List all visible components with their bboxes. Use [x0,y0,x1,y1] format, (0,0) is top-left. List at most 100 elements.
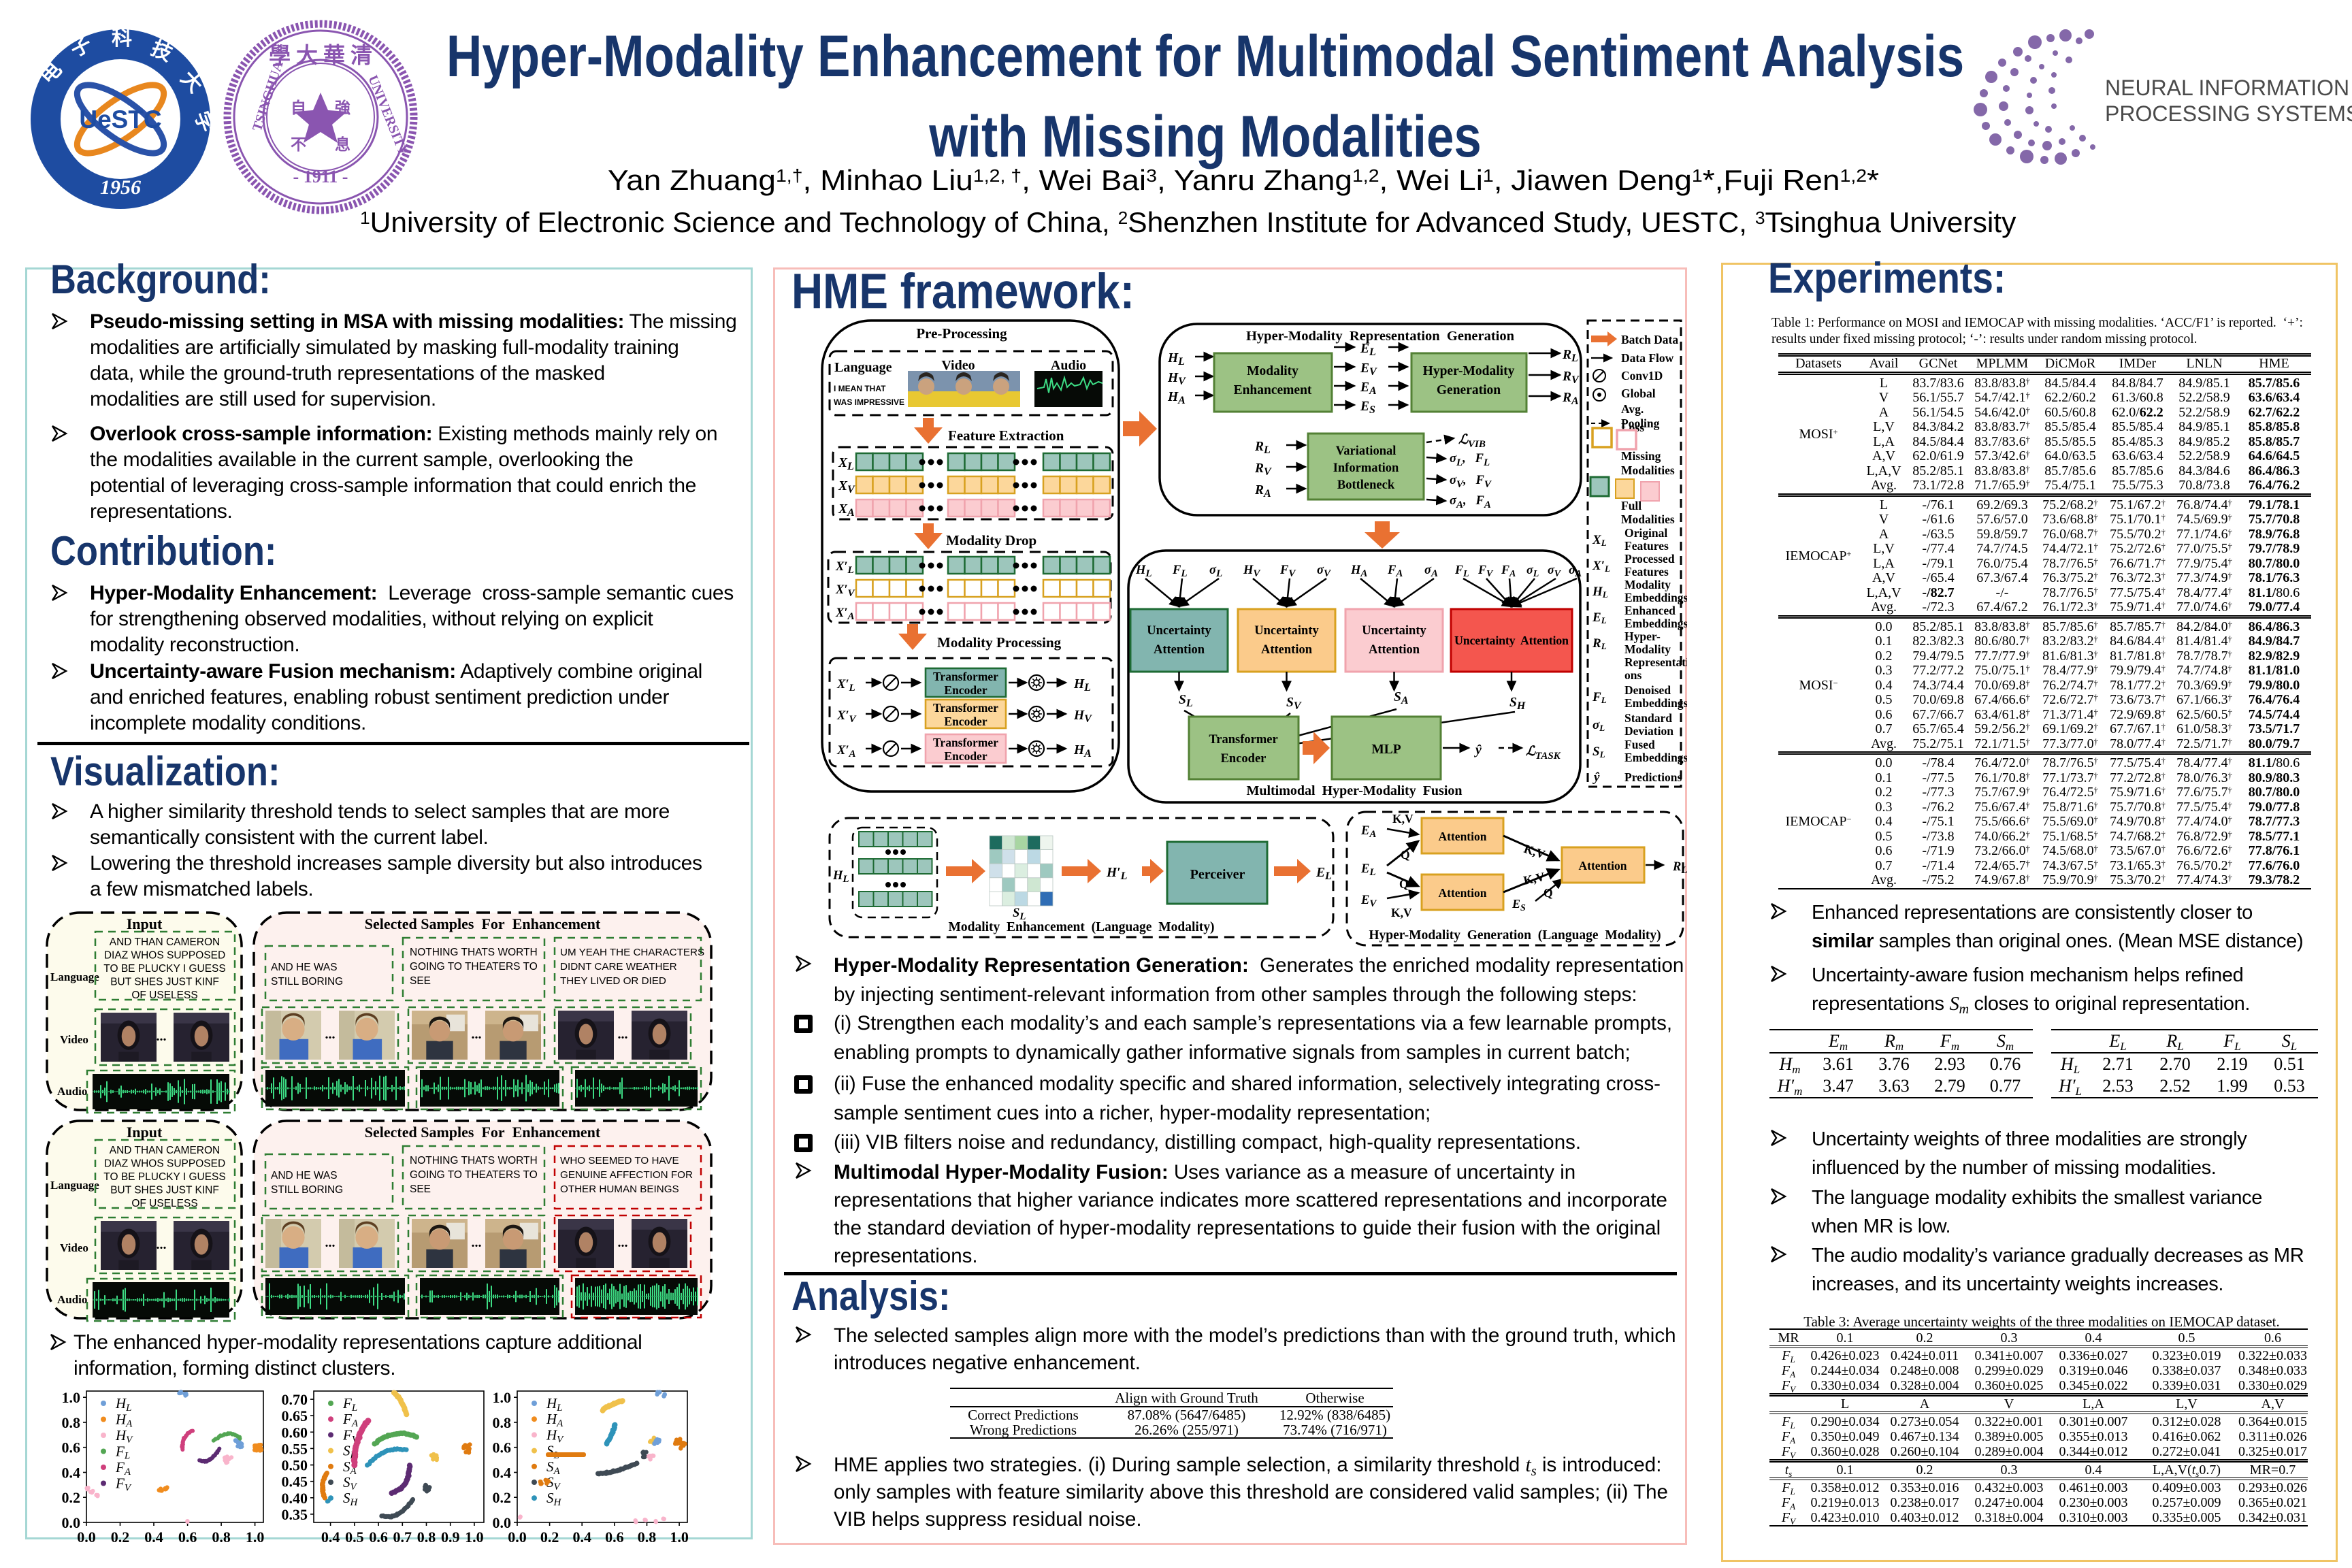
svg-text:ℒTASK: ℒTASK [1526,745,1561,762]
svg-text:Enhancement: Enhancement [1234,383,1312,397]
svg-text:SA: SA [1394,690,1409,706]
svg-text:Transformer: Transformer [933,701,998,715]
svg-text:0.2: 0.2 [540,1529,559,1546]
svg-text:Input: Input [127,1124,163,1141]
svg-text:OTHER HUMAN BEINGS: OTHER HUMAN BEINGS [560,1183,679,1195]
svg-text:SEE: SEE [410,975,431,987]
svg-text:...: ... [472,1027,482,1042]
svg-text:Perceiver: Perceiver [1190,867,1245,882]
svg-text:- 1911 -: - 1911 - [293,167,348,186]
svg-text:1.0: 1.0 [670,1529,689,1546]
svg-text:Encoder: Encoder [1221,752,1267,766]
svg-text:Attention: Attention [1439,886,1487,900]
svg-text:Uncertainty: Uncertainty [1254,624,1319,638]
svg-text:0.60: 0.60 [282,1424,308,1441]
svg-text:H′L: H′L [1106,866,1128,882]
svg-text:...: ... [325,1235,336,1250]
svg-text:...: ... [157,1237,167,1252]
svg-text:σA, FA: σA, FA [1450,494,1491,510]
svg-text:Information: Information [1333,461,1399,475]
svg-text:Enhanced: Enhanced [1624,604,1676,617]
svg-text:0.0: 0.0 [493,1514,512,1531]
svg-text:EV: EV [1360,361,1377,378]
svg-text:Deviation: Deviation [1624,724,1673,738]
svg-text:SL: SL [1592,745,1605,760]
svg-text:Modality: Modality [1247,364,1298,378]
svg-text:0.0: 0.0 [62,1514,81,1531]
svg-text:Attention: Attention [1439,830,1487,843]
svg-text:自: 自 [291,99,306,116]
svg-text:Avg.: Avg. [1621,402,1644,416]
svg-text:Embeddings: Embeddings [1624,751,1687,764]
svg-text:RV: RV [1562,370,1580,386]
svg-text:0.4: 0.4 [62,1464,81,1481]
svg-text:學 大 華 清: 學 大 華 清 [269,43,372,67]
svg-text:0.6: 0.6 [369,1529,388,1546]
svg-text:DIAZ WHOS SUPPOSED: DIAZ WHOS SUPPOSED [104,950,225,962]
svg-text:FV: FV [1477,563,1494,579]
svg-text:Hyper-Modality Representation: Hyper-Modality Representation Generation [1246,329,1515,344]
svg-text:Bottleneck: Bottleneck [1337,478,1395,492]
svg-text:0.8: 0.8 [417,1529,436,1546]
svg-text:0.6: 0.6 [178,1529,197,1546]
svg-text:XA: XA [838,502,855,519]
svg-text:X′V: X′V [836,709,858,725]
svg-text:0.6: 0.6 [493,1439,512,1456]
svg-text:1.0: 1.0 [62,1389,81,1406]
svg-text:ŷ: ŷ [1474,742,1482,757]
svg-text:Embeddings: Embeddings [1624,617,1687,630]
svg-text:Fused: Fused [1624,738,1655,751]
svg-text:STILL BORING: STILL BORING [271,976,343,987]
svg-text:X′L: X′L [835,560,854,576]
svg-text:Input: Input [127,915,163,932]
svg-text:XL: XL [838,456,854,472]
svg-text:0.65: 0.65 [282,1407,308,1424]
svg-text:Q: Q [1401,848,1410,862]
svg-text:ŷ: ŷ [1592,770,1600,785]
svg-text:0.8: 0.8 [62,1414,81,1431]
svg-text:AND HE WAS: AND HE WAS [271,1170,338,1181]
svg-text:RA: RA [1562,391,1579,407]
svg-text:FL: FL [1172,564,1188,579]
svg-text:Attention: Attention [1261,643,1313,657]
svg-text:0.4: 0.4 [144,1529,163,1546]
svg-text:K,V: K,V [1522,842,1547,862]
svg-text:Modality: Modality [1624,578,1671,591]
svg-text:X′A: X′A [836,744,856,760]
svg-text:Full: Full [1621,499,1642,512]
svg-text:BUT SHES JUST KINF: BUT SHES JUST KINF [110,977,219,988]
svg-text:X′A: X′A [835,606,855,622]
svg-text:RL: RL [1592,636,1607,651]
svg-text:Attention: Attention [1154,643,1205,657]
svg-text:Batch Data: Batch Data [1621,333,1678,346]
svg-text:...: ... [618,1235,628,1250]
svg-text:Pre-Processing: Pre-Processing [916,325,1007,342]
svg-text:0.6: 0.6 [62,1439,81,1456]
svg-text:HL: HL [1592,585,1608,600]
svg-text:PROCESSING SYSTEMS: PROCESSING SYSTEMS [2105,101,2352,126]
svg-text:σV: σV [1317,564,1332,579]
svg-text:0.4: 0.4 [493,1464,512,1481]
svg-text:Multimodal Hyper-Modality Fu: Multimodal Hyper-Modality Fusion [1246,783,1462,798]
svg-text:FV: FV [1279,564,1296,579]
svg-text:XL: XL [1592,533,1607,548]
svg-text:σA: σA [1569,563,1582,579]
svg-text:K,V: K,V [1522,870,1546,887]
svg-text:ℒVIB: ℒVIB [1458,433,1486,450]
svg-text:Modality: Modality [1624,642,1671,656]
svg-text:OF USELESS: OF USELESS [131,990,197,1001]
svg-text:HV: HV [1073,708,1092,725]
svg-text:Processed: Processed [1624,552,1675,566]
svg-text:RL: RL [1562,348,1578,364]
svg-text:Audio: Audio [1051,358,1086,373]
svg-text:FL: FL [1454,563,1469,579]
svg-text:FA: FA [1501,563,1516,579]
svg-text:EV: EV [1360,894,1377,909]
svg-text:DIDNT CARE WEATHER: DIDNT CARE WEATHER [560,961,677,973]
svg-text:Modality Processing: Modality Processing [937,634,1062,651]
svg-text:Selected Samples For Enhance: Selected Samples For Enhancement [365,915,601,932]
svg-text:Q: Q [1399,877,1409,891]
svg-text:Transformer: Transformer [933,736,998,749]
svg-text:HL: HL [1073,677,1091,693]
svg-text:Variational: Variational [1336,444,1396,458]
